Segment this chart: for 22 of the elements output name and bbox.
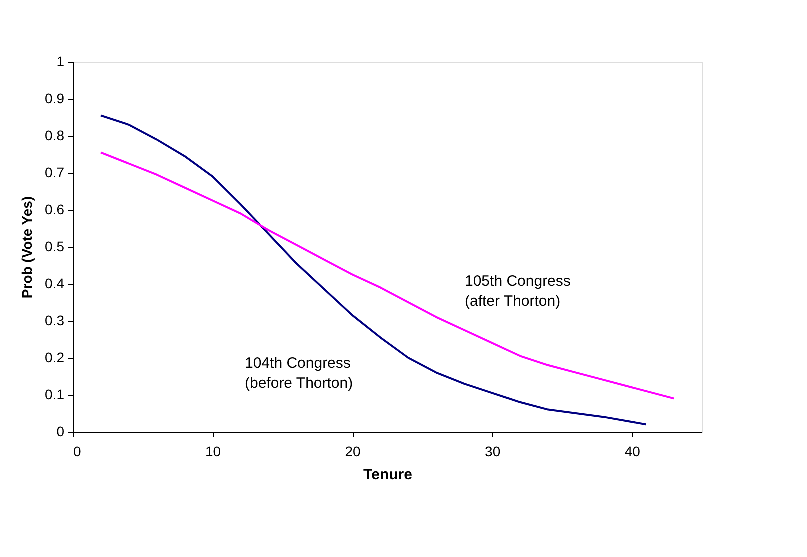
y-tick-label: 0.6 <box>45 202 65 218</box>
x-tick-label: 40 <box>624 444 641 460</box>
y-axis-title: Prob (Vote Yes) <box>19 196 36 299</box>
y-tick-label: 0.3 <box>45 312 65 328</box>
text: 104th Congress (before Thorton) <box>245 355 354 392</box>
y-tick-label: 0.2 <box>45 350 65 366</box>
series-label: 105th Congress (after Thorton) <box>465 273 571 310</box>
y-tick-label: 0.1 <box>45 386 65 402</box>
y-tick-label: 0.4 <box>45 276 65 292</box>
y-tick-label: 0 <box>56 424 65 440</box>
x-axis-title: Tenure <box>364 466 412 484</box>
x-tick-label: 30 <box>485 444 501 460</box>
x-tick-label: 10 <box>205 444 222 460</box>
line-series <box>100 152 676 400</box>
y-tick-label: 0.9 <box>45 90 65 106</box>
x-tick-label: 20 <box>345 444 362 460</box>
y-tick-label: 0.7 <box>45 164 65 180</box>
x-tick-label: 0 <box>74 444 82 460</box>
y-tick-label: 0.8 <box>45 128 65 144</box>
y-tick-label: 1 <box>56 54 65 70</box>
line-series <box>100 114 648 426</box>
y-tick-label: 0.5 <box>45 238 65 254</box>
